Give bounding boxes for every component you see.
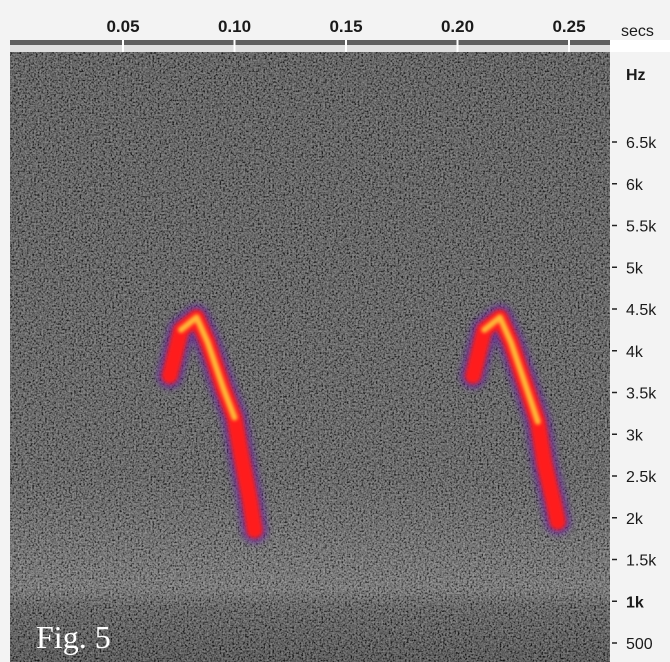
time-ruler-rule-light <box>10 45 610 52</box>
x-tick-label: 0.05 <box>106 17 139 36</box>
time-ruler-rule <box>10 40 610 45</box>
call-traces <box>156 304 571 544</box>
y-tick-label: 500 <box>626 636 653 653</box>
y-tick-label: 5k <box>626 260 644 277</box>
y-tick-label: 5.5k <box>626 219 657 236</box>
left-margin <box>0 40 10 662</box>
x-axis-ticks: 0.05 0.10 0.15 0.20 0.25 <box>106 17 586 52</box>
time-ruler <box>0 0 670 40</box>
x-tick-label: 0.25 <box>552 17 585 36</box>
y-tick-label: 4k <box>626 344 644 361</box>
frequency-ruler <box>610 52 670 662</box>
y-tick-label: 2k <box>626 511 644 528</box>
y-tick-label: 2.5k <box>626 469 657 486</box>
y-tick-label: 4.5k <box>626 302 657 319</box>
y-tick-label: 1k <box>626 594 644 611</box>
y-axis-ticks: 500 1k 1.5k 2k 2.5k 3k 3.5k 4k 4.5k 5k 5.5k 6k 6.5k <box>612 135 657 653</box>
x-tick-label: 0.15 <box>329 17 362 36</box>
y-tick-label: 1.5k <box>626 553 657 570</box>
y-tick-label: 6.5k <box>626 135 657 152</box>
x-tick-label: 0.20 <box>441 17 474 36</box>
y-tick-label: 3.5k <box>626 386 657 403</box>
figure-label: Fig. 5 <box>36 619 111 655</box>
y-tick-label: 6k <box>626 177 644 194</box>
x-tick-label: 0.10 <box>218 17 251 36</box>
spectrogram-plot <box>10 52 610 662</box>
y-tick-label: 3k <box>626 427 644 444</box>
y-axis-unit-label: Hz <box>626 67 646 84</box>
call-trace-1 <box>156 304 268 544</box>
call-trace-2 <box>460 304 571 535</box>
call-trace-core <box>178 314 238 421</box>
call-trace-core <box>481 314 541 425</box>
x-axis-unit-label: secs <box>621 23 654 40</box>
